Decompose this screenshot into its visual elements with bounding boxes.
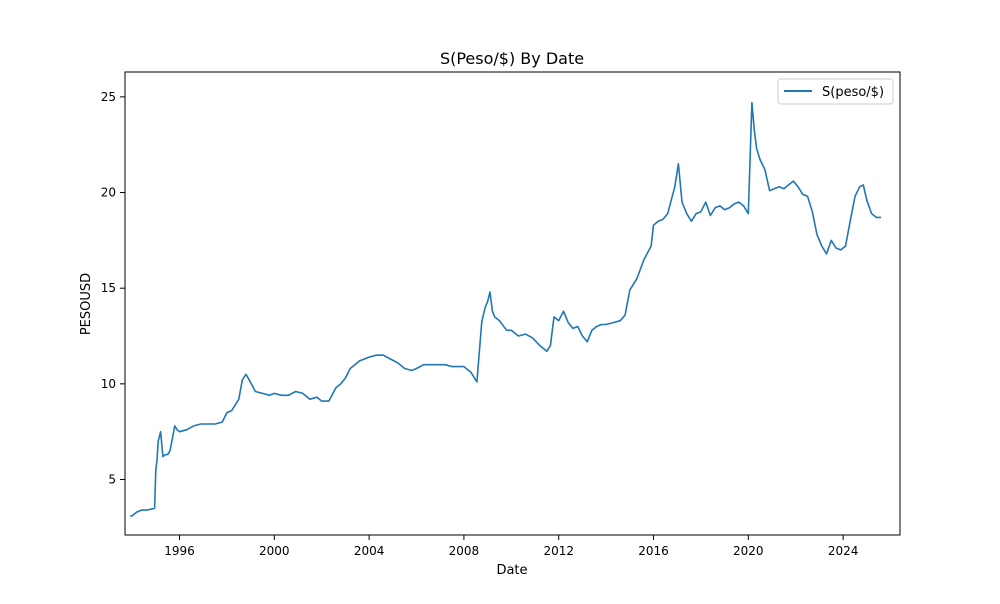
- x-tick-label: 2008: [449, 544, 480, 558]
- x-tick-label: 1996: [164, 544, 195, 558]
- legend-box: [777, 78, 894, 105]
- x-tick-label: 2000: [259, 544, 290, 558]
- x-tick-label: 2016: [638, 544, 669, 558]
- plot-frame: [124, 71, 901, 536]
- y-tick-label: 20: [101, 186, 116, 200]
- x-tick-label: 2020: [733, 544, 764, 558]
- y-axis-label: PESOUSD: [79, 273, 94, 335]
- y-tick-label: 25: [101, 90, 116, 104]
- y-tick-label: 10: [101, 377, 116, 391]
- x-tick-label: 2012: [543, 544, 574, 558]
- x-tick-label: 2004: [354, 544, 385, 558]
- x-axis-label: Date: [496, 563, 527, 578]
- legend: S(peso/$): [777, 78, 894, 105]
- x-tick-label: 2024: [828, 544, 859, 558]
- series-layer: [130, 101, 881, 517]
- series-line: [130, 101, 881, 517]
- y-tick-label: 15: [101, 281, 116, 295]
- x-axis: 1996 2000 2004 2008 2012 2016 2020 2024: [164, 535, 858, 558]
- legend-series-label: S(peso/$): [822, 85, 884, 100]
- chart-title: S(Peso/$) By Date: [440, 49, 584, 68]
- y-axis: 5 10 15 20 25: [101, 90, 125, 487]
- y-tick-label: 5: [108, 473, 116, 487]
